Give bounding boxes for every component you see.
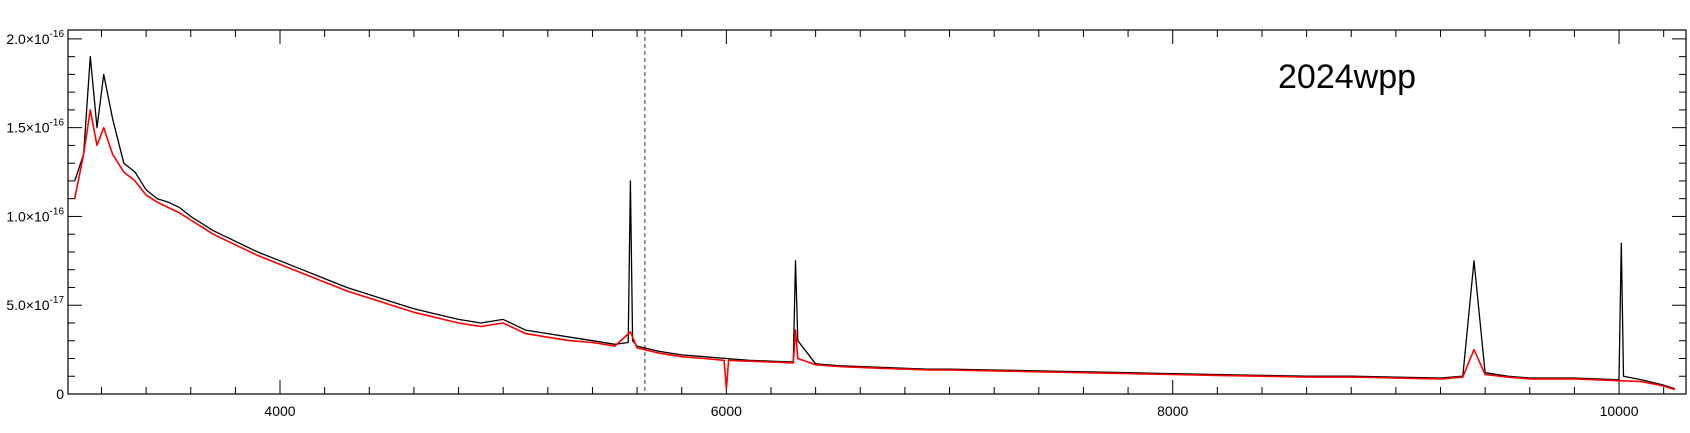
y-tick-mantissa: 2.0×10 — [6, 31, 49, 47]
minor-ticks — [68, 30, 1686, 394]
y-tick-label: 2.0×10-16 — [6, 29, 64, 47]
y-tick-mantissa: 1.5×10 — [6, 120, 49, 136]
object-label: 2024wpp — [1278, 58, 1416, 96]
x-tick-label: 6000 — [711, 403, 742, 419]
y-tick-mantissa: 5.0×10 — [6, 297, 49, 313]
y-tick-exponent: -16 — [50, 29, 65, 40]
plot-frame — [67, 29, 1687, 395]
y-tick-mantissa: 1.0×10 — [6, 208, 49, 224]
y-tick-exponent: -16 — [50, 206, 65, 217]
x-tick-label: 8000 — [1157, 403, 1188, 419]
y-tick-exponent: -17 — [50, 295, 65, 306]
x-axis-ticks: 4000 6000 8000 10000 — [264, 30, 1639, 419]
x-tick-label: 10000 — [1600, 403, 1639, 419]
y-axis-ticks: 05.0×10-171.0×10-161.5×10-162.0×10-16 — [6, 29, 1686, 402]
y-tick-label: 1.0×10-16 — [6, 206, 64, 224]
y-tick-exponent: -16 — [50, 118, 65, 129]
series-line-black — [74, 55, 1676, 390]
series-group — [73, 55, 1676, 391]
y-tick-label: 1.5×10-16 — [6, 118, 64, 136]
y-tick-label: 5.0×10-17 — [6, 295, 64, 313]
x-tick-label: 4000 — [264, 403, 295, 419]
series-line-red — [73, 109, 1676, 391]
y-tick-label: 0 — [56, 386, 64, 402]
